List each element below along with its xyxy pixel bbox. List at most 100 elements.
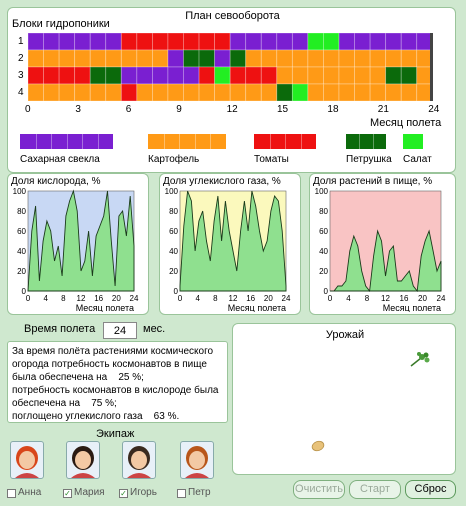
grid-cell[interactable] [338, 33, 355, 51]
start-button[interactable]: Старт [349, 480, 401, 499]
grid-cell[interactable] [167, 83, 184, 102]
grid-cell[interactable] [260, 49, 278, 68]
grid-cell[interactable] [400, 33, 418, 51]
grid-cell[interactable] [354, 33, 371, 51]
grid-cell[interactable] [136, 83, 153, 102]
grid-cell[interactable] [28, 49, 44, 68]
grid-cell[interactable] [74, 83, 91, 102]
grid-cell[interactable] [276, 83, 293, 102]
grid-cell[interactable] [105, 33, 122, 51]
grid-cell[interactable] [43, 33, 60, 51]
grid-cell[interactable] [385, 49, 402, 68]
crew-checkbox[interactable] [7, 489, 16, 498]
grid-cell[interactable] [183, 66, 200, 85]
grid-cell[interactable] [198, 49, 216, 68]
grid-cell[interactable] [214, 66, 231, 85]
grid-cell[interactable] [43, 83, 60, 102]
crew-avatar[interactable] [10, 441, 44, 479]
grid-cell[interactable] [74, 33, 91, 51]
grid-cell[interactable] [323, 83, 340, 102]
grid-cell[interactable] [354, 83, 371, 102]
grid-cell[interactable] [416, 83, 433, 102]
grid-cell[interactable] [229, 49, 247, 68]
grid-cell[interactable] [198, 83, 216, 102]
grid-cell[interactable] [385, 66, 402, 85]
grid-cell[interactable] [338, 66, 355, 85]
flight-time-input[interactable] [103, 322, 137, 339]
grid-cell[interactable] [276, 33, 293, 51]
clear-button[interactable]: Очистить [293, 480, 345, 499]
reset-button[interactable]: Сброс [405, 480, 456, 499]
grid-cell[interactable] [74, 66, 91, 85]
grid-cell[interactable] [291, 66, 309, 85]
grid-cell[interactable] [28, 66, 44, 85]
grid-cell[interactable] [152, 66, 169, 85]
grid-cell[interactable] [385, 33, 402, 51]
grid-cell[interactable] [89, 33, 107, 51]
grid-cell[interactable] [89, 49, 107, 68]
grid-cell[interactable] [291, 33, 309, 51]
grid-cell[interactable] [354, 66, 371, 85]
crew-checkbox[interactable]: ✓ [63, 489, 72, 498]
grid-cell[interactable] [74, 49, 91, 68]
grid-cell[interactable] [214, 33, 231, 51]
grid-cell[interactable] [136, 66, 153, 85]
grid-cell[interactable] [354, 49, 371, 68]
grid-cell[interactable] [229, 83, 247, 102]
grid-cell[interactable] [167, 49, 184, 68]
grid-cell[interactable] [400, 66, 418, 85]
grid-cell[interactable] [260, 83, 278, 102]
grid-cell[interactable] [183, 49, 200, 68]
grid-cell[interactable] [58, 83, 76, 102]
grid-cell[interactable] [183, 83, 200, 102]
crew-checkbox[interactable]: ✓ [119, 489, 128, 498]
grid-cell[interactable] [245, 33, 262, 51]
grid-cell[interactable] [291, 83, 309, 102]
grid-cell[interactable] [323, 33, 340, 51]
grid-cell[interactable] [229, 66, 247, 85]
grid-cell[interactable] [58, 33, 76, 51]
grid-cell[interactable] [291, 49, 309, 68]
grid-cell[interactable] [214, 83, 231, 102]
grid-cell[interactable] [245, 66, 262, 85]
grid-cell[interactable] [167, 33, 184, 51]
grid-cell[interactable] [28, 33, 44, 51]
grid-cell[interactable] [198, 66, 216, 85]
grid-cell[interactable] [152, 33, 169, 51]
grid-cell[interactable] [416, 66, 433, 85]
grid-cell[interactable] [105, 66, 122, 85]
grid-cell[interactable] [276, 66, 293, 85]
grid-cell[interactable] [400, 49, 418, 68]
grid-cell[interactable] [58, 49, 76, 68]
grid-cell[interactable] [323, 49, 340, 68]
crew-avatar[interactable] [66, 441, 100, 479]
grid-cell[interactable] [260, 66, 278, 85]
grid-cell[interactable] [28, 83, 44, 102]
grid-cell[interactable] [307, 83, 324, 102]
grid-cell[interactable] [416, 33, 433, 51]
grid-cell[interactable] [276, 49, 293, 68]
grid-cell[interactable] [369, 66, 387, 85]
grid-cell[interactable] [120, 49, 138, 68]
grid-cell[interactable] [400, 83, 418, 102]
grid-cell[interactable] [416, 49, 433, 68]
grid-cell[interactable] [152, 83, 169, 102]
grid-cell[interactable] [120, 66, 138, 85]
grid-cell[interactable] [89, 83, 107, 102]
grid-cell[interactable] [152, 49, 169, 68]
rotation-grid[interactable] [28, 33, 433, 103]
grid-cell[interactable] [214, 49, 231, 68]
grid-cell[interactable] [58, 66, 76, 85]
grid-cell[interactable] [167, 66, 184, 85]
grid-cell[interactable] [120, 33, 138, 51]
grid-cell[interactable] [307, 49, 324, 68]
grid-cell[interactable] [43, 66, 60, 85]
grid-cell[interactable] [338, 83, 355, 102]
grid-cell[interactable] [198, 33, 216, 51]
grid-cell[interactable] [136, 33, 153, 51]
grid-cell[interactable] [260, 33, 278, 51]
grid-cell[interactable] [369, 33, 387, 51]
grid-cell[interactable] [229, 33, 247, 51]
grid-cell[interactable] [43, 49, 60, 68]
grid-cell[interactable] [89, 66, 107, 85]
